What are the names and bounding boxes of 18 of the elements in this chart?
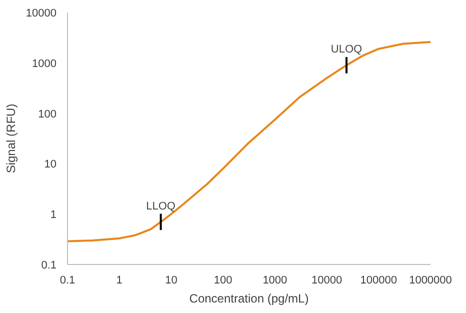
y-tick-label: 10000 <box>26 8 57 20</box>
x-tick-label: 10000 <box>311 274 342 286</box>
y-tick-label: 1 <box>50 209 57 222</box>
x-tick-label: 1000000 <box>409 274 452 286</box>
x-tick-label: 100 <box>214 274 232 286</box>
x-axis-title: Concentration (pg/mL) <box>189 292 309 306</box>
x-tick-label: 0.1 <box>60 274 76 286</box>
y-tick-label: 0.1 <box>41 260 57 272</box>
x-tick-label: 100000 <box>360 274 398 286</box>
annotation: ULOQ <box>330 44 363 56</box>
x-tick-label: 1000 <box>262 274 288 286</box>
y-axis-title: Signal (RFU) <box>4 104 18 174</box>
y-tick-label: 10 <box>44 158 57 171</box>
y-tick-label: 1000 <box>32 58 57 70</box>
y-tick-label: 100 <box>38 108 57 120</box>
x-tick-label: 1 <box>116 274 122 286</box>
annotation: LLOQ <box>146 200 176 212</box>
x-tick-label: 10 <box>165 274 178 286</box>
